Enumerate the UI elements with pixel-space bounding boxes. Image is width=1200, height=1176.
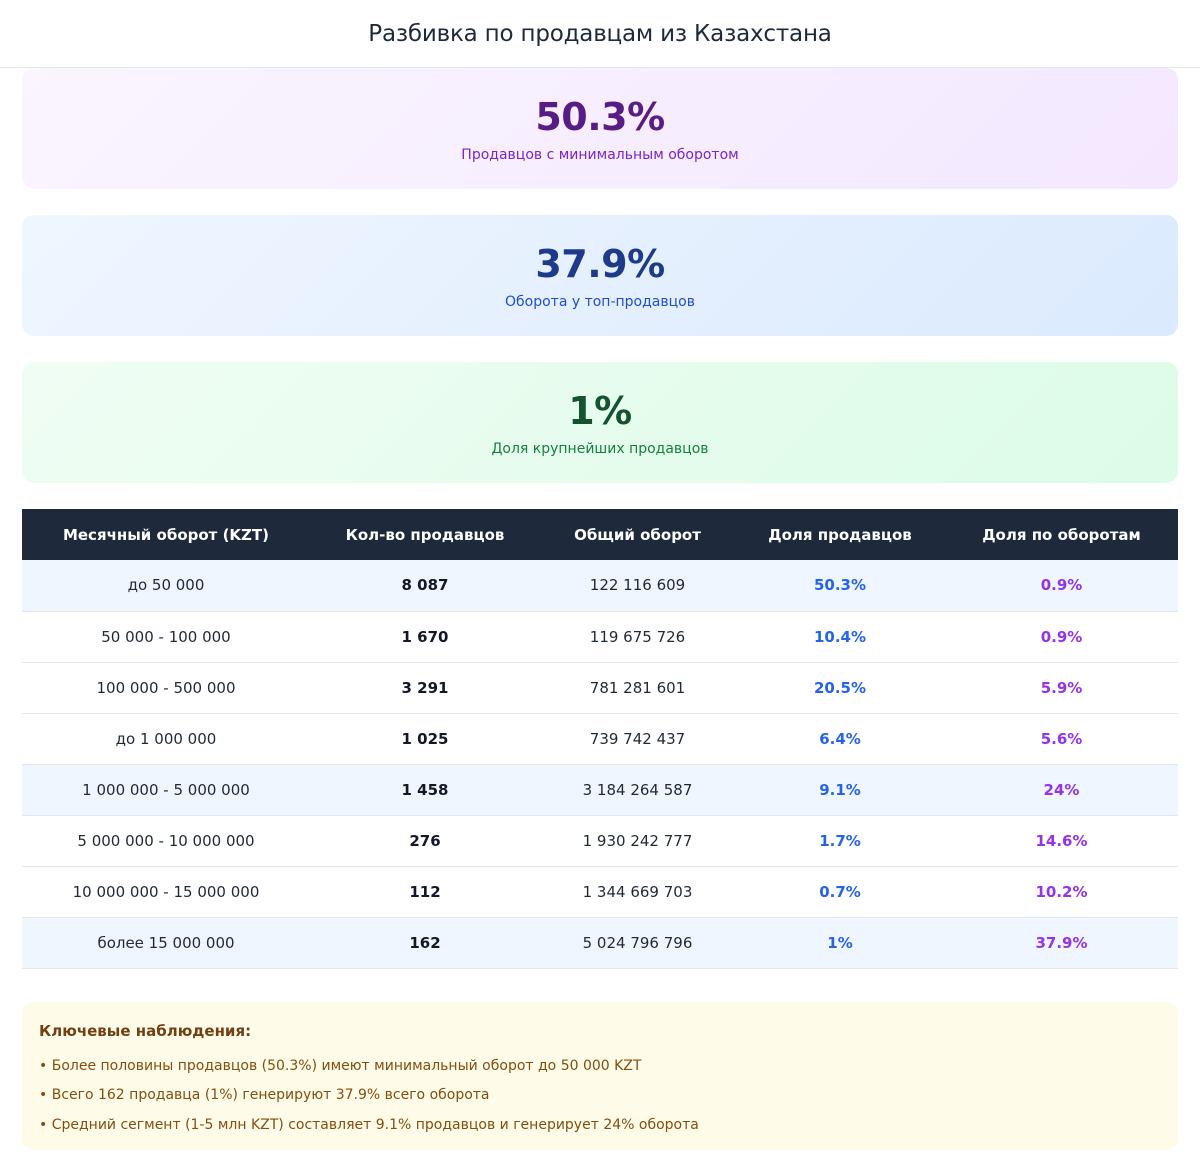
table-row: 10 000 000 - 15 000 000 112 1 344 669 703 0… xyxy=(22,866,1178,917)
cell-turnover-range: 50 000 - 100 000 xyxy=(101,627,231,646)
cell-total-turnover: 1 344 669 703 xyxy=(582,882,693,901)
stat-value: 37.9% xyxy=(535,241,665,286)
stat-card-top-sellers: 37.9% Оборота у топ-продавцов xyxy=(22,215,1178,336)
cell-turnover-share: 37.9% xyxy=(1035,933,1088,952)
cell-turnover-range: до 1 000 000 xyxy=(115,729,217,748)
column-header-turnover-share[interactable]: Доля по оборотам xyxy=(982,525,1141,544)
column-header-total-turnover[interactable]: Общий оборот xyxy=(574,525,701,544)
stat-value: 50.3% xyxy=(535,94,665,139)
table-row: 1 000 000 - 5 000 000 1 458 3 184 264 587 9… xyxy=(22,764,1178,815)
cell-turnover-range: более 15 000 000 xyxy=(97,933,235,952)
cell-seller-share: 0.7% xyxy=(819,882,861,901)
cell-total-turnover: 5 024 796 796 xyxy=(582,933,693,952)
note-item: • Всего 162 продавца (1%) генерируют 37.… xyxy=(39,1087,490,1103)
column-header-turnover-range[interactable]: Месячный оборот (KZT) xyxy=(62,525,270,544)
breakdown-table: Месячный оборот (KZT) Кол-во продавцов О… xyxy=(22,509,1178,969)
table-row: до 1 000 000 1 025 739 742 437 6.4% 5.6% xyxy=(22,713,1178,764)
stat-label: Продавцов с минимальным оборотом xyxy=(461,146,739,163)
stat-label: Доля крупнейших продавцов xyxy=(491,440,709,457)
stat-card-min-turnover: 50.3% Продавцов с минимальным оборотом xyxy=(22,68,1178,189)
column-header-seller-share[interactable]: Доля продавцов xyxy=(768,525,912,544)
cell-turnover-range: 10 000 000 - 15 000 000 xyxy=(72,882,260,901)
cell-seller-count: 162 xyxy=(409,933,441,952)
cell-seller-count: 112 xyxy=(409,882,441,901)
table-body: до 50 000 8 087 122 116 609 50.3% 0.9% 50 000… xyxy=(22,560,1178,968)
cell-seller-share: 1% xyxy=(827,933,853,952)
cell-seller-share: 20.5% xyxy=(813,678,867,697)
cell-turnover-share: 5.6% xyxy=(1040,729,1083,748)
stat-label: Оборота у топ-продавцов xyxy=(505,293,695,310)
cell-turnover-share: 0.9% xyxy=(1040,627,1083,646)
notes-title: Ключевые наблюдения: xyxy=(39,1021,252,1040)
stat-card-largest-sellers: 1% Доля крупнейших продавцов xyxy=(22,362,1178,483)
cell-total-turnover: 739 742 437 xyxy=(589,729,686,748)
cell-total-turnover: 119 675 726 xyxy=(589,627,686,646)
cell-turnover-range: 5 000 000 - 10 000 000 xyxy=(77,831,255,850)
main-content: 50.3% Продавцов с минимальным оборотом 3… xyxy=(0,68,1200,1150)
table-row: более 15 000 000 162 5 024 796 796 1% 37.9% xyxy=(22,917,1178,968)
cell-seller-share: 1.7% xyxy=(819,831,861,850)
cell-seller-share: 50.3% xyxy=(813,576,867,595)
cell-seller-count: 1 670 xyxy=(401,627,449,646)
cell-total-turnover: 781 281 601 xyxy=(589,678,686,697)
cell-seller-count: 1 458 xyxy=(401,780,449,799)
cell-turnover-range: 1 000 000 - 5 000 000 xyxy=(82,780,250,799)
cell-seller-count: 1 025 xyxy=(401,729,449,748)
cell-turnover-range: до 50 000 xyxy=(127,576,205,595)
note-item: • Средний сегмент (1-5 млн KZT) составля… xyxy=(39,1116,699,1133)
column-header-seller-count[interactable]: Кол-во продавцов xyxy=(345,525,505,544)
cell-seller-share: 10.4% xyxy=(813,627,867,646)
key-observations: Ключевые наблюдения: • Более половины пр… xyxy=(22,1001,1178,1150)
notes-list: • Более половины продавцов (50.3%) имеют… xyxy=(39,1052,1161,1141)
cell-turnover-share: 5.9% xyxy=(1040,678,1083,697)
cell-seller-count: 3 291 xyxy=(401,678,449,697)
cell-total-turnover: 3 184 264 587 xyxy=(582,780,693,799)
cell-turnover-range: 100 000 - 500 000 xyxy=(96,678,236,697)
cell-total-turnover: 122 116 609 xyxy=(589,576,686,595)
table-row: 50 000 - 100 000 1 670 119 675 726 10.4% 0.9… xyxy=(22,611,1178,662)
cell-turnover-share: 10.2% xyxy=(1035,882,1088,901)
table-row: до 50 000 8 087 122 116 609 50.3% 0.9% xyxy=(22,560,1178,611)
breakdown-table-container: Месячный оборот (KZT) Кол-во продавцов О… xyxy=(22,509,1178,969)
cell-turnover-share: 0.9% xyxy=(1040,576,1083,595)
cell-seller-share: 9.1% xyxy=(819,780,861,799)
cell-total-turnover: 1 930 242 777 xyxy=(582,831,693,850)
page-title: Разбивка по продавцам из Казахстана xyxy=(368,20,832,47)
cell-seller-share: 6.4% xyxy=(819,729,861,748)
cell-seller-count: 276 xyxy=(409,831,441,850)
cell-seller-count: 8 087 xyxy=(401,576,449,595)
cell-turnover-share: 24% xyxy=(1043,780,1080,799)
cell-turnover-share: 14.6% xyxy=(1035,831,1088,850)
note-item: • Более половины продавцов (50.3%) имеют… xyxy=(39,1057,642,1074)
table-header-row: Месячный оборот (KZT) Кол-во продавцов О… xyxy=(22,509,1178,560)
stat-value: 1% xyxy=(568,388,632,433)
table-row: 5 000 000 - 10 000 000 276 1 930 242 777 1.… xyxy=(22,815,1178,866)
table-row: 100 000 - 500 000 3 291 781 281 601 20.5% 5.… xyxy=(22,662,1178,713)
page-header: Разбивка по продавцам из Казахстана xyxy=(0,0,1200,68)
